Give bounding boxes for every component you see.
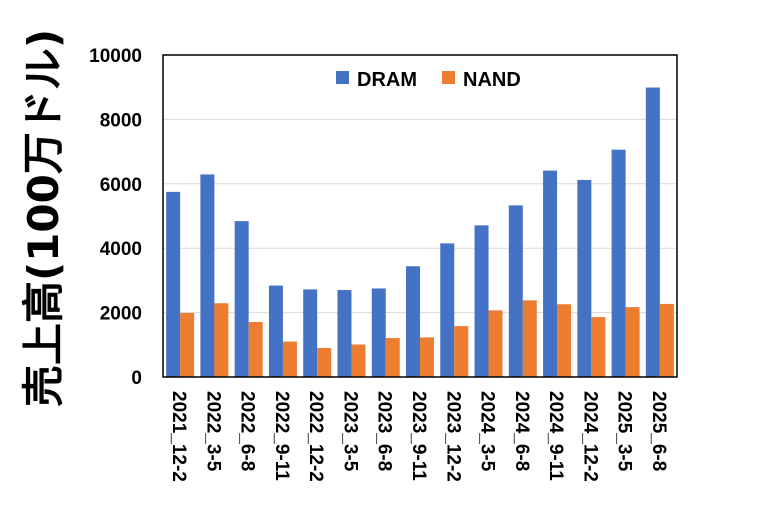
x-tick-labels: 2021_12-2 2022_3-5 2022_6-8 2022_9-11 2022_1… bbox=[168, 391, 669, 482]
x-tick-label: 2025_6-8 bbox=[648, 391, 669, 471]
x-tick-label: 2024_6-8 bbox=[511, 391, 532, 471]
bar-nand-2024_6-8 bbox=[522, 300, 537, 377]
bar-nand-2025_3-5 bbox=[625, 307, 640, 377]
y-tick-label: 4000 bbox=[100, 239, 142, 260]
bar-nand-2024_3-5 bbox=[488, 310, 503, 377]
bar-nand-2022_6-8 bbox=[248, 321, 263, 377]
bar-nand-2021_12-2 bbox=[180, 312, 195, 377]
y-tick-labels: 0 2000 4000 6000 8000 10000 bbox=[89, 46, 142, 389]
x-tick-label: 2022_3-5 bbox=[202, 391, 223, 472]
bar-nand-2023_12-2 bbox=[454, 326, 469, 377]
bar-dram-2021_12-2 bbox=[166, 191, 181, 377]
x-tick-label: 2022_6-8 bbox=[237, 391, 258, 471]
bar-dram-2022_12-2 bbox=[303, 289, 318, 377]
x-tick-label: 2023_9-11 bbox=[408, 391, 429, 481]
x-tick-label: 2025_3-5 bbox=[614, 391, 635, 472]
bar-nand-2023_6-8 bbox=[385, 338, 400, 377]
x-tick-label: 2024_3-5 bbox=[477, 391, 498, 472]
bar-dram-2023_12-2 bbox=[440, 243, 455, 377]
bar-dram-2025_3-5 bbox=[611, 149, 626, 377]
legend-label-dram: DRAM bbox=[357, 69, 417, 91]
bar-dram-2023_9-11 bbox=[406, 266, 420, 377]
bar-nand-2023_3-5 bbox=[351, 344, 366, 377]
x-tick-label: 2022_12-2 bbox=[305, 391, 326, 482]
legend: DRAM NAND bbox=[336, 69, 521, 91]
x-tick-label: 2023_12-2 bbox=[442, 391, 463, 482]
plot-frame bbox=[162, 54, 678, 378]
bar-dram-2025_6-8 bbox=[645, 87, 660, 377]
x-tick-label: 2023_6-8 bbox=[374, 391, 395, 471]
bar-dram-2024_9-11 bbox=[543, 170, 558, 377]
bar-nand-2023_9-11 bbox=[420, 337, 434, 377]
bar-dram-2024_12-2 bbox=[577, 179, 592, 377]
y-tick-label: 6000 bbox=[100, 175, 142, 196]
bar-dram-2022_6-8 bbox=[234, 221, 249, 377]
x-tick-label: 2024_9-11 bbox=[545, 391, 566, 481]
bar-dram-2023_3-5 bbox=[337, 290, 352, 377]
bar-dram-2024_6-8 bbox=[508, 205, 523, 377]
bar-dram-2023_6-8 bbox=[371, 288, 386, 377]
bar-nand-2024_12-2 bbox=[591, 317, 606, 377]
y-tick-label: 0 bbox=[131, 368, 142, 389]
bar-nand-2024_9-11 bbox=[557, 304, 572, 377]
y-tick-label: 8000 bbox=[100, 110, 142, 131]
bar-dram-2024_3-5 bbox=[474, 225, 489, 377]
legend-swatch-dram bbox=[336, 71, 349, 84]
x-tick-label: 2024_12-2 bbox=[579, 391, 600, 482]
x-tick-label: 2021_12-2 bbox=[168, 391, 189, 482]
bar-dram-2022_3-5 bbox=[200, 174, 215, 377]
bar-nand-2025_6-8 bbox=[659, 303, 674, 377]
bar-nand-2022_3-5 bbox=[214, 303, 229, 377]
x-tick-label: 2022_9-11 bbox=[271, 391, 292, 481]
y-tick-label: 2000 bbox=[100, 304, 142, 325]
legend-swatch-nand bbox=[442, 71, 455, 84]
bar-dram-2022_9-11 bbox=[268, 285, 283, 377]
bar-nand-2022_9-11 bbox=[282, 341, 297, 377]
y-axis-label: 売上高(100万ドル) bbox=[19, 29, 68, 407]
x-tick-label: 2023_3-5 bbox=[339, 391, 360, 472]
legend-label-nand: NAND bbox=[463, 69, 521, 91]
y-tick-label: 10000 bbox=[89, 46, 142, 67]
bars bbox=[166, 87, 674, 377]
bar-nand-2022_12-2 bbox=[317, 348, 332, 377]
